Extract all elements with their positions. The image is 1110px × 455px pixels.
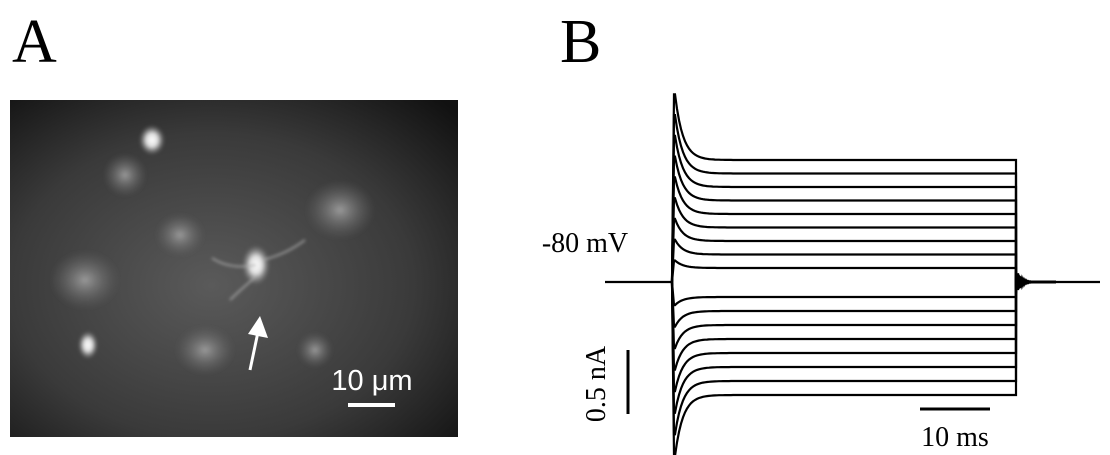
scale-bar-label: 0.5 nA: [581, 345, 612, 422]
trace: [670, 238, 1056, 286]
trace: [670, 270, 1056, 455]
holding-potential: -80 mV: [542, 228, 628, 259]
trace: [670, 278, 1056, 328]
current-traces: [605, 93, 1100, 455]
trace: [670, 277, 1056, 307]
trace: [670, 155, 1056, 291]
trace: [670, 197, 1056, 288]
trace: [670, 217, 1056, 287]
micrograph: 10 μm: [10, 100, 458, 437]
panel-label: B: [560, 8, 601, 76]
trace: [670, 93, 1056, 295]
trace: [670, 274, 1056, 393]
trace: [670, 273, 1056, 414]
scale-bar-label: 10 μm: [331, 365, 412, 397]
panel-label: A: [12, 8, 57, 76]
trace: [670, 275, 1056, 371]
scale-bar-label: 10 ms: [921, 422, 989, 453]
trace: [670, 176, 1056, 290]
trace: [670, 277, 1056, 350]
trace: [670, 114, 1056, 294]
trace: [670, 259, 1056, 287]
